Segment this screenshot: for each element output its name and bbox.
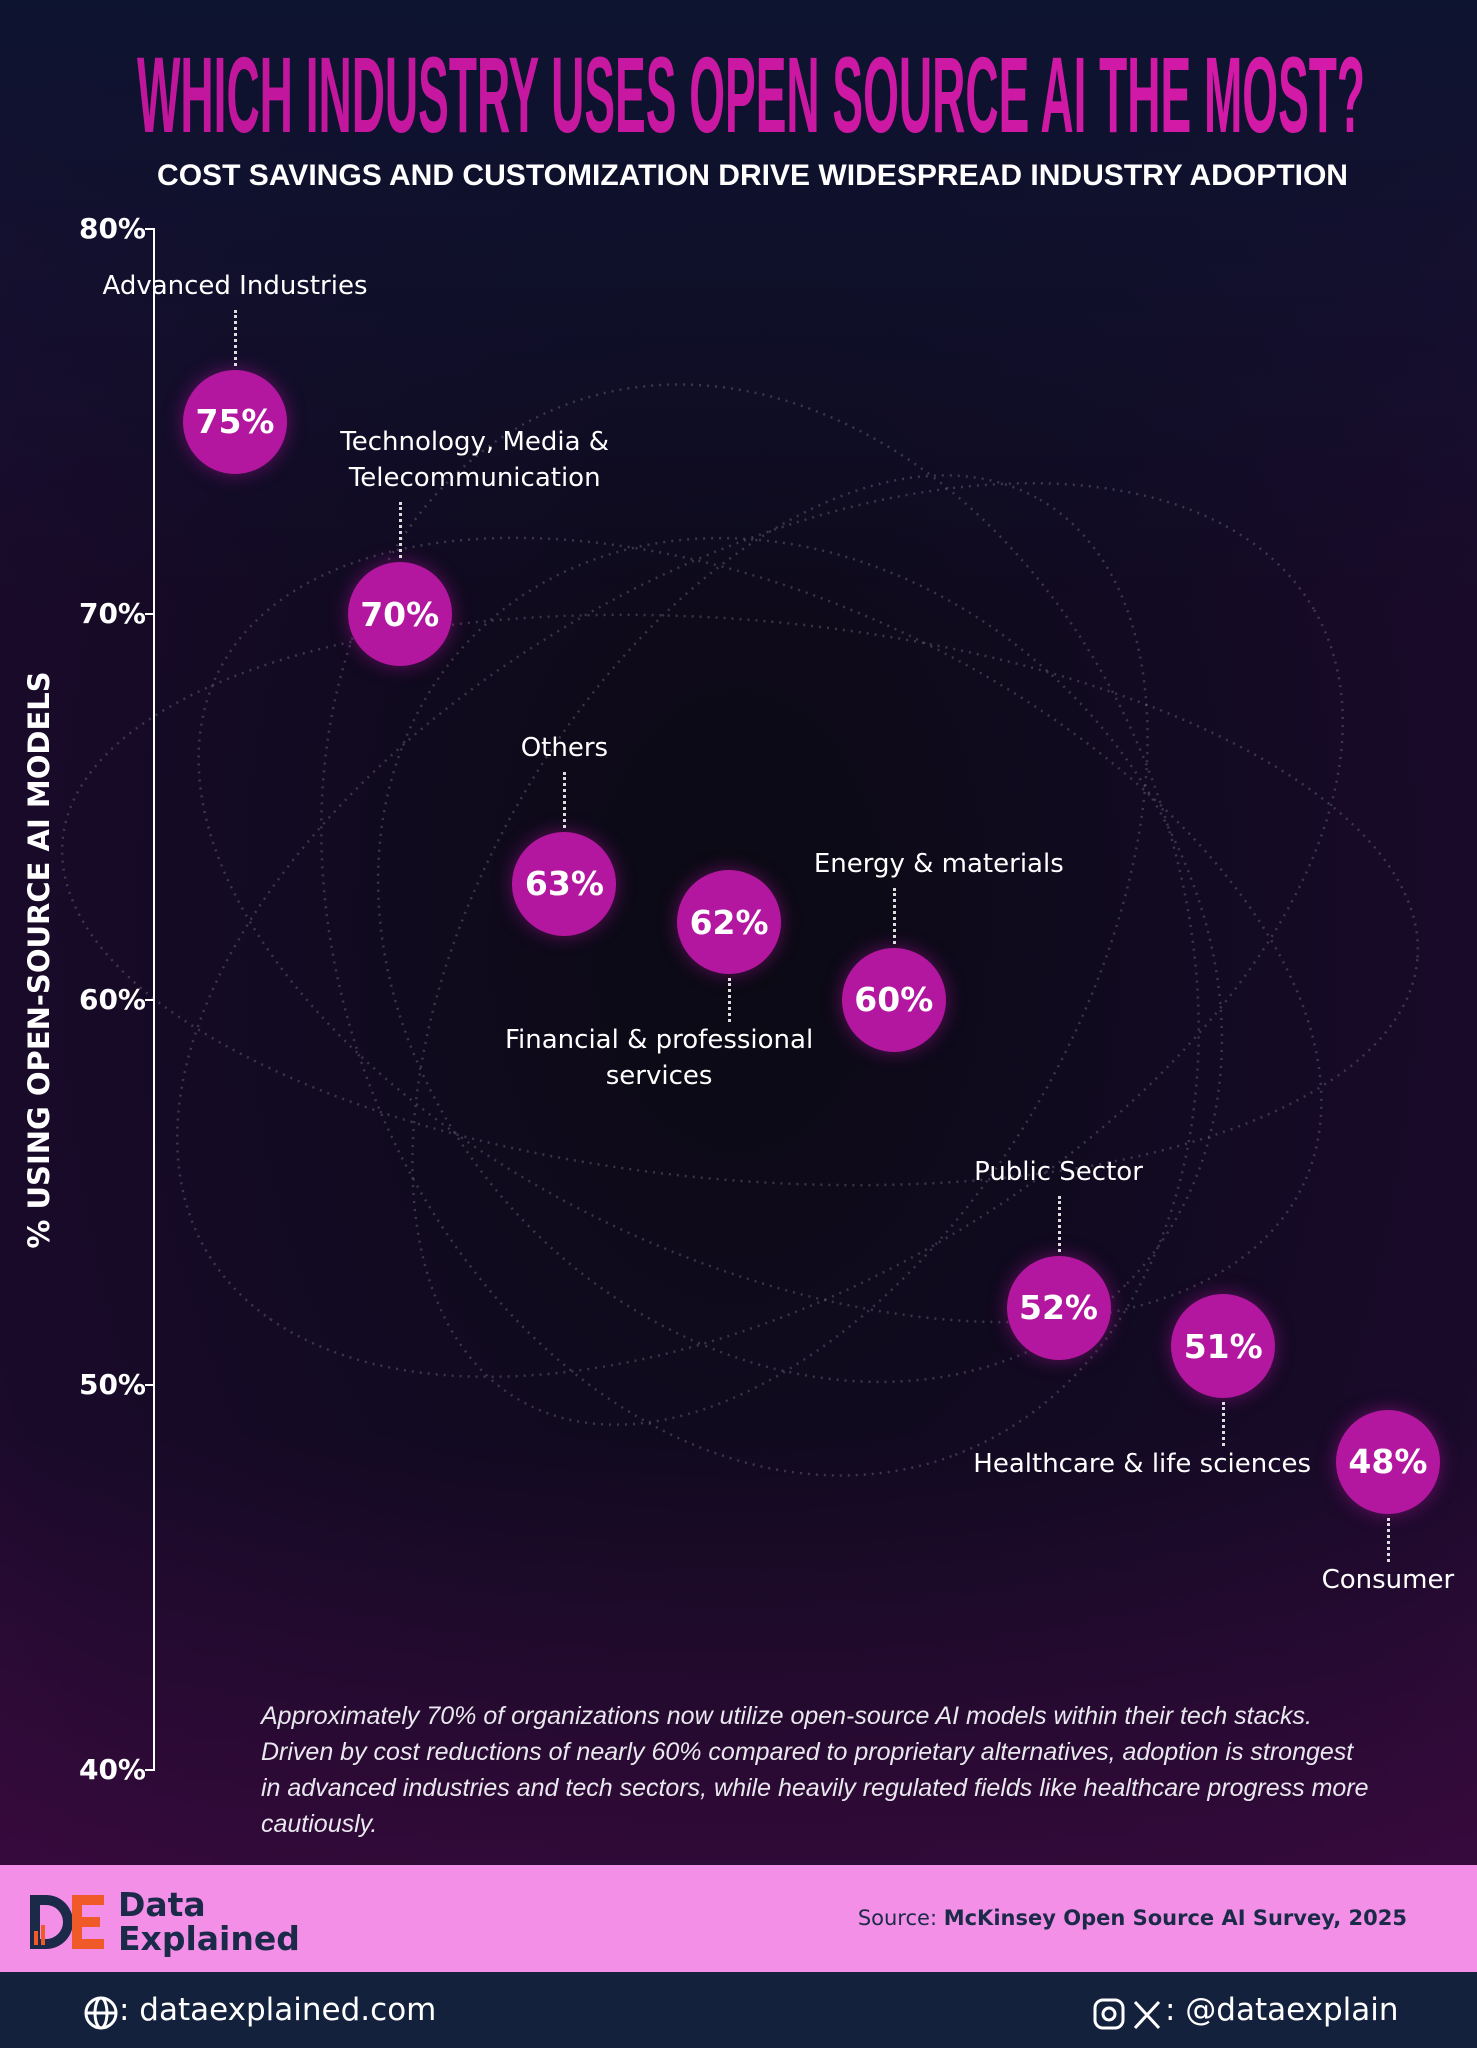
chart-title: WHICH INDUSTRY USES OPEN SOURCE AI THE M… <box>137 34 1365 155</box>
bubble <box>183 369 287 474</box>
bubble <box>347 562 452 667</box>
value-label: 48% <box>1348 1442 1428 1482</box>
category-label: Consumer <box>1321 1564 1455 1595</box>
globe-icon <box>84 1996 118 2030</box>
category-label: Technology, Media & Telecommunication <box>340 427 610 494</box>
value-label: 62% <box>689 902 769 942</box>
source-label: Source: <box>857 1906 938 1930</box>
y-tick-label: 80% <box>78 212 146 245</box>
bubble <box>512 831 617 936</box>
brand-name: Data Explained <box>118 1885 300 1958</box>
background-waves <box>60 383 1420 1477</box>
value-label: 70% <box>360 594 440 634</box>
social-handle: : @dataexplain <box>1165 1992 1399 2028</box>
source: Source: McKinsey Open Source AI Survey, … <box>858 1906 1407 1930</box>
connector <box>234 309 237 366</box>
value-label: 52% <box>1019 1288 1098 1328</box>
y-tick-mark <box>145 998 155 1001</box>
y-axis-label: % USING OPEN-SOURCE AI MODELS <box>22 671 56 1249</box>
bottom-band <box>0 1972 1477 2048</box>
connector <box>728 978 732 1023</box>
chart-subtitle: COST SAVINGS AND CUSTOMIZATION DRIVE WID… <box>157 159 1348 192</box>
footer-band <box>0 1865 1477 1972</box>
website: : dataexplained.com <box>119 1992 437 2028</box>
connector <box>1222 1402 1226 1447</box>
value-label: 63% <box>524 864 604 904</box>
bubble <box>1006 1255 1111 1360</box>
connector <box>1057 1195 1061 1252</box>
y-tick-label: 50% <box>78 1367 146 1401</box>
y-tick-label: 60% <box>78 982 146 1016</box>
y-tick-label: 40% <box>78 1753 146 1786</box>
category-label: Financial & professional services <box>504 1025 814 1092</box>
y-tick-mark <box>145 228 155 230</box>
bubble <box>677 870 782 975</box>
source-text: McKinsey Open Source AI Survey, 2025 <box>943 1906 1407 1930</box>
value-label: 75% <box>195 402 275 442</box>
y-tick-label: 70% <box>78 597 146 631</box>
bubble <box>841 947 946 1052</box>
social-icons <box>1093 1998 1161 2030</box>
bubble <box>1335 1409 1440 1514</box>
logo-mark <box>30 1895 104 1949</box>
y-tick-mark <box>145 613 155 616</box>
category-label: Advanced Industries <box>102 270 368 301</box>
category-label: Public Sector <box>974 1156 1143 1187</box>
header: WHICH INDUSTRY USES OPEN SOURCE AI THE M… <box>137 34 1365 192</box>
connector <box>892 887 896 944</box>
connector <box>398 502 402 559</box>
connector <box>1386 1517 1390 1562</box>
y-tick-mark <box>145 1769 155 1771</box>
annotation: Approximately 70% of organizations now u… <box>261 1702 1369 1838</box>
value-label: 51% <box>1183 1326 1263 1366</box>
connector <box>563 771 567 828</box>
bubble <box>1171 1294 1276 1399</box>
category-label: Healthcare & life sciences <box>973 1449 1312 1480</box>
value-label: 60% <box>854 980 934 1019</box>
y-tick-mark <box>145 1383 155 1386</box>
category-label: Energy & materials <box>813 848 1064 879</box>
category-label: Others <box>520 732 609 763</box>
